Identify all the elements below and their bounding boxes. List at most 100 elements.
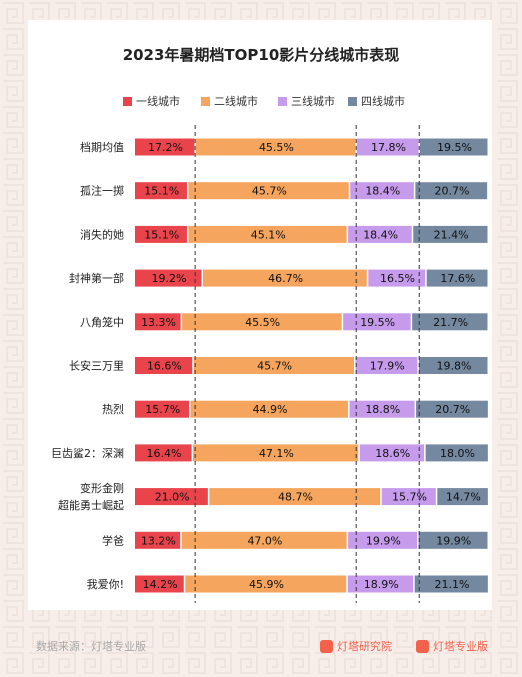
bar-segment — [359, 444, 425, 462]
legend-swatch-tier2 — [201, 96, 210, 106]
legend-label-tier3: 三线城市 — [291, 95, 335, 108]
data-label: 17.9% — [370, 360, 405, 373]
data-label: 19.9% — [436, 534, 471, 547]
bar-segment — [135, 531, 181, 549]
data-label: 21.0% — [155, 491, 190, 504]
data-label: 44.9% — [253, 403, 288, 416]
bar-segment — [381, 488, 436, 506]
data-label: 45.7% — [252, 185, 287, 198]
data-label: 15.1% — [144, 228, 179, 241]
legend-swatch-tier3 — [278, 96, 287, 106]
data-label: 18.4% — [365, 185, 400, 198]
data-label: 15.1% — [144, 185, 179, 198]
legend-label-tier4: 四线城市 — [361, 95, 405, 108]
bar-segment — [135, 182, 187, 200]
data-label: 21.7% — [433, 316, 468, 329]
bar-segment — [426, 269, 488, 287]
bar-segment — [416, 400, 488, 418]
category-label: 学爸 — [102, 533, 124, 547]
bar-segment — [419, 138, 488, 156]
category-label: 热烈 — [102, 402, 124, 416]
data-label: 13.2% — [141, 534, 176, 547]
legend-label-tier2: 二线城市 — [214, 95, 258, 108]
bar-segment — [188, 182, 349, 200]
legend-item-tier3: 三线城市 — [278, 93, 335, 109]
category-label: 我爱你! — [87, 578, 124, 591]
data-label: 18.4% — [363, 228, 398, 241]
data-label: 17.8% — [371, 141, 406, 154]
data-label: 21.4% — [434, 228, 469, 241]
data-label: 48.7% — [278, 491, 313, 504]
brand-pro: 灯塔专业版 — [416, 638, 488, 654]
data-label: 16.5% — [380, 272, 415, 285]
category-label: 消失的她 — [80, 227, 124, 241]
bar-segment — [348, 531, 418, 549]
bar-segment — [188, 225, 347, 243]
data-label: 46.7% — [268, 272, 303, 285]
data-label: 16.4% — [147, 447, 182, 460]
legend: 一线城市 二线城市 三线城市 四线城市 — [0, 93, 522, 109]
data-label: 20.7% — [435, 403, 470, 416]
bar-segment — [135, 444, 192, 462]
brand-pro-label: 灯塔专业版 — [433, 640, 488, 653]
bar-segment — [193, 444, 359, 462]
category-label: 八角笼中 — [80, 315, 124, 329]
lighthouse-icon — [320, 639, 333, 653]
bar-segment — [356, 138, 419, 156]
data-label: 18.6% — [375, 447, 410, 460]
data-label: 45.5% — [259, 141, 294, 154]
category-label: 孤注一掷 — [80, 184, 124, 198]
bar-segment — [412, 313, 488, 331]
bar-segment — [190, 400, 349, 418]
data-label: 19.8% — [436, 360, 471, 373]
bar-segment — [135, 138, 195, 156]
category-label: 长安三万里 — [69, 359, 124, 373]
bar-segment — [182, 313, 342, 331]
category-label: 超能勇士崛起 — [58, 498, 124, 512]
data-label: 19.9% — [366, 534, 401, 547]
bar-segment — [413, 225, 488, 243]
bar-segment — [135, 225, 187, 243]
category-label: 变形金刚 — [80, 481, 124, 495]
bar-segment — [343, 313, 411, 331]
bar-segment — [415, 182, 488, 200]
data-label: 21.1% — [435, 578, 470, 591]
bar-segment — [202, 269, 367, 287]
data-label: 45.1% — [251, 228, 286, 241]
bar-segment — [135, 488, 208, 506]
legend-label-tier1: 一线城市 — [136, 95, 180, 108]
bar-segment — [349, 400, 415, 418]
brand-research: 灯塔研究院 — [320, 638, 392, 654]
category-label: 档期均值 — [80, 140, 124, 154]
data-label: 47.1% — [259, 447, 294, 460]
bar-segment — [347, 575, 414, 593]
bar-segment — [135, 313, 181, 331]
data-label: 45.9% — [249, 578, 284, 591]
legend-item-tier2: 二线城市 — [201, 93, 258, 109]
bar-segment — [425, 444, 488, 462]
data-label: 45.7% — [257, 360, 292, 373]
data-label: 14.2% — [143, 578, 178, 591]
lighthouse-pro-icon — [416, 639, 429, 653]
legend-item-tier1: 一线城市 — [123, 93, 180, 109]
bar-segment — [418, 531, 488, 549]
data-label: 15.7% — [145, 403, 180, 416]
data-label: 19.5% — [437, 141, 472, 154]
legend-swatch-tier4 — [348, 96, 357, 106]
data-label: 14.7% — [446, 491, 481, 504]
data-label: 47.0% — [247, 534, 282, 547]
data-label: 16.6% — [147, 360, 182, 373]
data-label: 18.9% — [364, 578, 399, 591]
chart-title: 2023年暑期档TOP10影片分线城市表现 — [122, 46, 400, 64]
bar-segment — [181, 531, 347, 549]
data-source: 数据来源：灯塔专业版 — [36, 640, 146, 653]
bar-segment — [348, 225, 412, 243]
bar-segment — [195, 138, 356, 156]
bar-segment — [414, 575, 488, 593]
brand-research-label: 灯塔研究院 — [337, 640, 392, 653]
data-label: 45.5% — [245, 316, 280, 329]
bar-segment — [350, 182, 414, 200]
legend-swatch-tier1 — [123, 96, 132, 106]
data-label: 17.2% — [148, 141, 183, 154]
